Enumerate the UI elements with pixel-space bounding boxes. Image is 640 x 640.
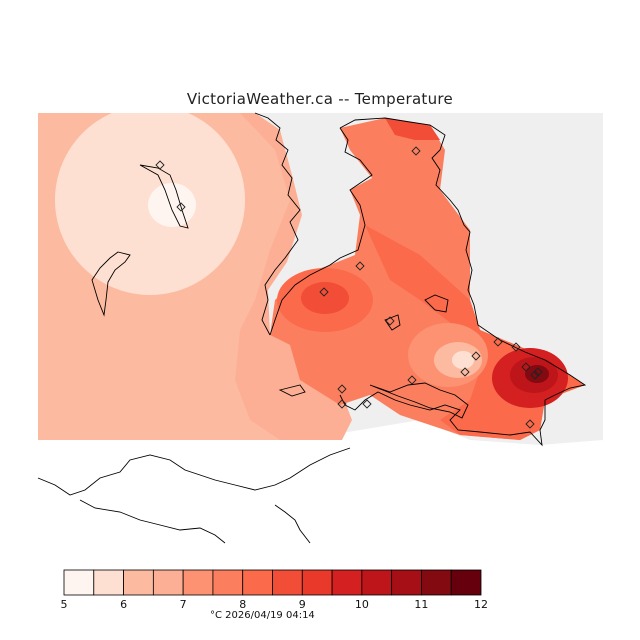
colorbar-swatch (331, 569, 363, 596)
colorbar-tick-label: 6 (120, 598, 127, 611)
temp-core-coolest (148, 183, 196, 227)
colorbar-swatch (212, 569, 244, 596)
colorbar-swatch (242, 569, 273, 596)
diamond-icon (407, 375, 417, 385)
water-south (38, 420, 603, 543)
colorbar-tick-label: 8 (239, 598, 246, 611)
south-coastline (37, 447, 351, 544)
diamond-icon (337, 399, 347, 409)
map-area (38, 113, 603, 543)
diamond-icon (530, 370, 540, 380)
diamond-icon (521, 362, 531, 372)
station-markers (155, 146, 543, 429)
diamond-icon (525, 419, 535, 429)
colorbar-swatch (272, 569, 303, 596)
diamond-icon (511, 342, 521, 352)
coastlines (254, 112, 587, 447)
colorbar-swatch (391, 569, 422, 596)
colorbar-swatch (450, 569, 482, 596)
colorbar-swatch (93, 569, 124, 596)
temp-north-warm (385, 118, 440, 140)
colorbar-tick-label: 9 (299, 598, 306, 611)
diamond-icon (362, 399, 372, 409)
colorbar: 5 6 7 8 9 10 11 12 (61, 569, 488, 611)
temp-band-west (235, 113, 352, 440)
west-islands (91, 164, 189, 317)
diamond-icon (533, 367, 543, 377)
colorbar-swatch (421, 569, 452, 596)
diamond-icon (385, 316, 395, 326)
colorbar-tick-label: 10 (355, 598, 369, 611)
diamond-icon (319, 287, 329, 297)
colorbar-tick-label: 7 (180, 598, 187, 611)
colorbar-tick-label: 5 (61, 598, 68, 611)
colorbar-swatch (63, 569, 95, 596)
diamond-icon (411, 146, 421, 156)
diamond-icon (355, 261, 365, 271)
colorbar-swatch (301, 569, 333, 596)
colorbar-tick-label: 12 (474, 598, 488, 611)
map-title: VictoriaWeather.ca -- Temperature (186, 90, 454, 108)
colorbar-tick-label: 11 (414, 598, 428, 611)
diamond-icon (155, 160, 165, 170)
colorbar-swatch (123, 569, 154, 596)
colorbar-swatch (152, 569, 184, 596)
diamond-icon (460, 367, 470, 377)
colorbar-swatch (361, 569, 393, 596)
diamond-icon (337, 384, 347, 394)
colorbar-swatch (182, 569, 214, 596)
diamond-icon (493, 337, 503, 347)
colorbar-footer: °C 2026/04/19 04:14 (210, 610, 315, 621)
diamond-icon (176, 202, 186, 212)
diamond-icon (471, 351, 481, 361)
